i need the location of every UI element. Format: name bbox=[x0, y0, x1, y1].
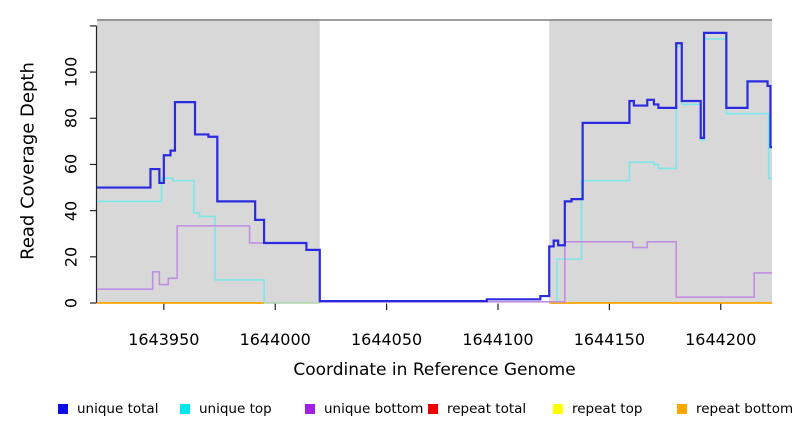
legend-swatch-icon bbox=[677, 404, 687, 414]
y-tick-label: 0 bbox=[61, 297, 81, 309]
shaded-region-right bbox=[549, 19, 772, 303]
legend-label: repeat bottom bbox=[696, 401, 792, 417]
legend-item-repeat-top: repeat top bbox=[553, 399, 642, 419]
legend-swatch-icon bbox=[553, 404, 563, 414]
y-tick-label: 40 bbox=[61, 200, 81, 221]
legend-item-unique-top: unique top bbox=[180, 399, 272, 419]
series-unique-total bbox=[97, 31, 772, 303]
x-tick-label: 1644200 bbox=[685, 330, 757, 349]
x-axis-title: Coordinate in Reference Genome bbox=[293, 360, 576, 380]
legend-item-repeat-total: repeat total bbox=[428, 399, 526, 419]
legend-item-repeat-bottom: repeat bottom bbox=[677, 399, 792, 419]
legend-swatch-icon bbox=[180, 404, 190, 414]
y-tick-label: 100 bbox=[61, 56, 81, 88]
legend-swatch-icon bbox=[305, 404, 315, 414]
x-tick-label: 1644000 bbox=[239, 330, 311, 349]
y-axis-title: Read Coverage Depth bbox=[17, 62, 39, 260]
x-tick-label: 1644150 bbox=[573, 330, 646, 349]
legend-label: repeat total bbox=[447, 401, 527, 417]
series-unique-top bbox=[97, 177, 265, 303]
legend-item-unique-total: unique total bbox=[58, 399, 158, 419]
shaded-region-left bbox=[97, 19, 320, 303]
x-tick-label: 1643950 bbox=[128, 330, 200, 349]
legend-label: unique top bbox=[199, 401, 272, 417]
legend: unique total unique top unique bottom repea… bbox=[0, 399, 792, 421]
y-tick-label: 60 bbox=[61, 154, 81, 175]
y-tick-label: 80 bbox=[61, 108, 81, 129]
legend-label: repeat top bbox=[572, 401, 643, 417]
x-tick-label: 1644100 bbox=[462, 330, 534, 349]
legend-label: unique bottom bbox=[324, 401, 424, 417]
legend-item-unique-bottom: unique bottom bbox=[305, 399, 423, 419]
legend-swatch-icon bbox=[58, 404, 68, 414]
legend-label: unique total bbox=[77, 401, 159, 417]
y-tick-label: 20 bbox=[61, 246, 81, 267]
x-tick-label: 1644050 bbox=[350, 330, 423, 349]
legend-swatch-icon bbox=[428, 404, 438, 414]
